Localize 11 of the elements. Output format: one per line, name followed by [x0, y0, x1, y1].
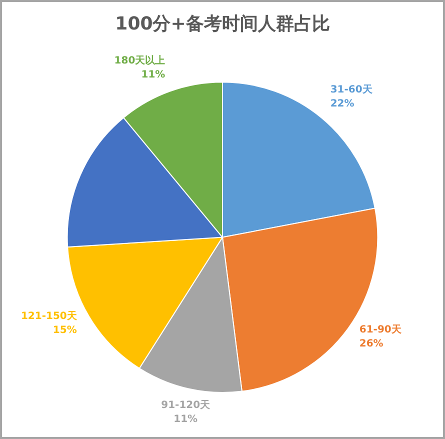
slice-label: 180天以上	[114, 54, 166, 67]
data-label: 11%	[141, 70, 166, 81]
slice-label: 31-60天	[330, 84, 374, 96]
data-label: 26%	[359, 338, 384, 350]
slice-label: 61-90天	[359, 323, 402, 336]
data-label: 22%	[330, 98, 354, 110]
slice-label: 91-120天	[161, 399, 212, 412]
chart-title: 100分+备考时间人群占比	[115, 13, 330, 34]
data-label: 11%	[174, 414, 198, 426]
slice-label: 121-150天	[20, 310, 78, 322]
data-label: 15%	[52, 325, 77, 336]
